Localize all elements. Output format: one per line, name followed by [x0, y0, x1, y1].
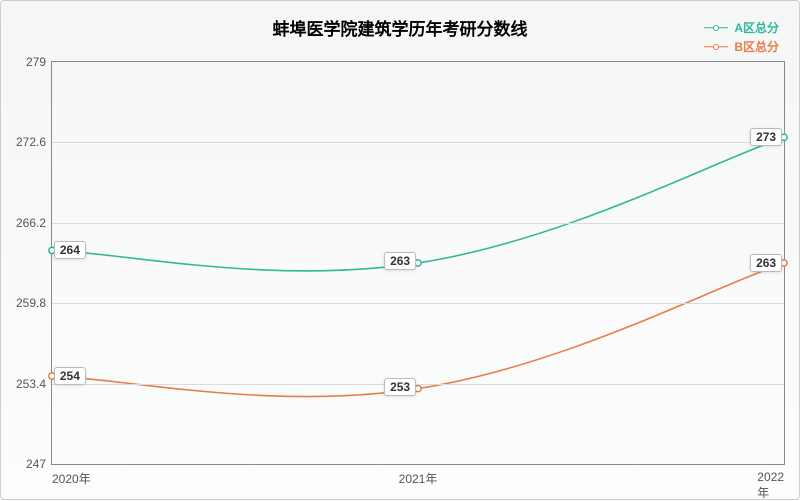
plot-area: 247253.4259.8266.2272.62792020年2021年2022…: [51, 61, 785, 465]
gridline: [52, 223, 784, 224]
x-tick-label: 2021年: [399, 470, 438, 487]
data-label: 254: [54, 367, 86, 385]
legend-marker: [704, 42, 728, 52]
data-label: 264: [54, 241, 86, 259]
gridline: [52, 142, 784, 143]
legend-label: A区总分: [734, 19, 779, 36]
data-label: 253: [384, 378, 416, 396]
series-line: [52, 263, 784, 397]
gridline: [52, 384, 784, 385]
x-tick-label: 2020年: [52, 470, 91, 487]
y-tick-label: 253.4: [16, 377, 46, 391]
y-tick-label: 272.6: [16, 135, 46, 149]
legend-label: B区总分: [734, 38, 779, 55]
chart-container: 蚌埠医学院建筑学历年考研分数线 A区总分B区总分 247253.4259.826…: [0, 0, 800, 500]
data-label: 263: [384, 252, 416, 270]
chart-title: 蚌埠医学院建筑学历年考研分数线: [1, 15, 799, 40]
series-line: [52, 137, 784, 271]
gridline: [52, 303, 784, 304]
y-tick-label: 247: [26, 457, 46, 471]
data-label: 273: [750, 128, 782, 146]
series-lines: [52, 62, 784, 464]
y-tick-label: 266.2: [16, 216, 46, 230]
legend-marker: [704, 23, 728, 33]
y-tick-label: 259.8: [16, 296, 46, 310]
data-label: 263: [750, 254, 782, 272]
y-tick-label: 279: [26, 55, 46, 69]
legend-item: B区总分: [704, 38, 779, 55]
legend: A区总分 B区总分: [704, 19, 779, 57]
x-tick-label: 2022年: [757, 470, 784, 501]
legend-item: A区总分: [704, 19, 779, 36]
